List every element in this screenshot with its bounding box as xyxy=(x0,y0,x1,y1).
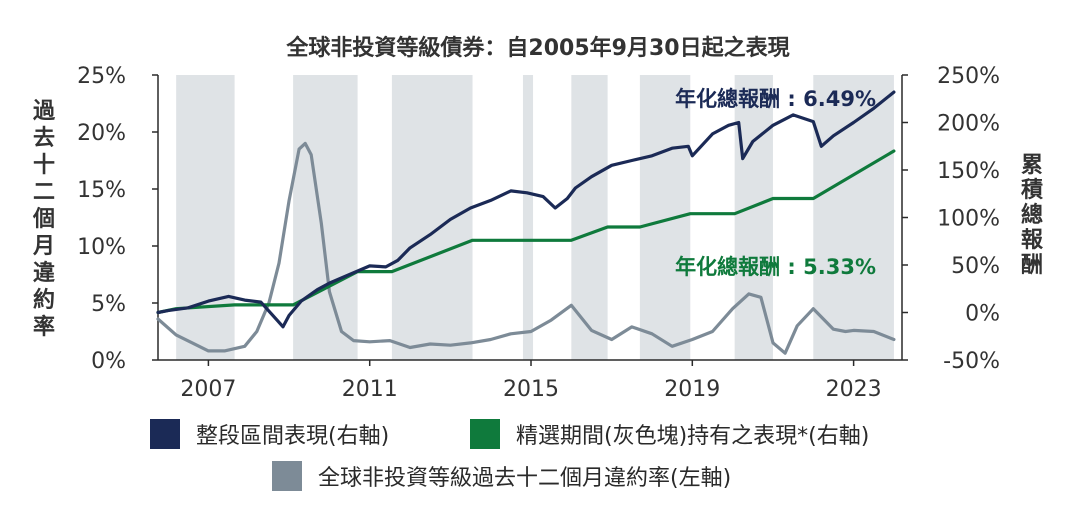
right-axis-title-char-0: 累 xyxy=(1021,153,1043,178)
shaded-period-2 xyxy=(391,75,473,360)
left-tick-label-3: 15% xyxy=(77,178,126,203)
legend-swatch-gray xyxy=(272,461,302,491)
left-axis-title-char-6: 違 xyxy=(33,260,55,286)
axes xyxy=(152,74,908,366)
left-axis-title-char-1: 去 xyxy=(33,126,55,151)
legend-label-selected-periods: 精選期間(灰色塊)持有之表現*(右軸) xyxy=(516,424,870,449)
legend-item-full-period: 整段區間表現(右軸) xyxy=(150,418,389,450)
legend-item-default-rate: 全球非投資等級過去十二個月違約率(左軸) xyxy=(272,460,731,492)
left-tick-label-0: 0% xyxy=(91,349,126,374)
right-axis-title-char-4: 酬 xyxy=(1021,253,1043,278)
left-tick-label-2: 10% xyxy=(77,235,126,260)
left-axis-title-char-8: 率 xyxy=(33,314,55,340)
right-tick-label-6: 250% xyxy=(937,64,1000,89)
left-axis-title-char-4: 個 xyxy=(32,207,55,232)
shaded-period-5 xyxy=(639,75,691,360)
right-axis-title-char-2: 總 xyxy=(1021,202,1043,228)
left-axis-title-char-2: 十 xyxy=(33,153,55,178)
chart: 0% 5% 10% 15% 20% 25% -50% 0% 50% 100% 150% 200% 250… xyxy=(32,35,1044,400)
x-tick-label-3: 2019 xyxy=(664,377,720,400)
right-axis-title-char-1: 積 xyxy=(1021,178,1044,203)
shaded-period-7 xyxy=(813,75,894,360)
left-tick-label-1: 5% xyxy=(91,292,126,317)
chart-title: 全球非投資等級債券：自2005年9月30日起之表現 xyxy=(285,35,789,61)
left-tick-label-5: 25% xyxy=(77,64,126,89)
series-line-1 xyxy=(156,149,896,315)
legend-label-default-rate: 全球非投資等級過去十二個月違約率(左軸) xyxy=(318,466,732,491)
series-line-2 xyxy=(156,141,896,355)
annotation-1: 年化總報酬 : 5.33% xyxy=(675,255,876,279)
legend-item-selected-periods: 精選期間(灰色塊)持有之表現*(右軸) xyxy=(470,418,869,450)
left-axis-title-char-5: 月 xyxy=(32,234,55,259)
right-axis-title-char-3: 報 xyxy=(1021,227,1044,253)
shaded-period-4 xyxy=(571,75,608,360)
annotation-0: 年化總報酬 : 6.49% xyxy=(675,87,876,111)
right-tick-label-0: -50% xyxy=(943,349,1000,374)
x-tick-label-0: 2007 xyxy=(180,377,236,400)
x-tick-label-2: 2015 xyxy=(503,377,559,400)
shaded-period-1 xyxy=(293,75,358,360)
right-tick-label-2: 50% xyxy=(951,254,1000,279)
left-axis-title-char-0: 過 xyxy=(33,98,56,124)
chart-labels: 0% 5% 10% 15% 20% 25% -50% 0% 50% 100% 150% 200% 250… xyxy=(32,35,1044,400)
legend-swatch-navy xyxy=(150,419,180,449)
legend-label-full-period: 整段區間表現(右軸) xyxy=(196,424,390,449)
left-axis-title: 過去十二個月違約率 xyxy=(32,98,56,340)
left-tick-label-4: 20% xyxy=(77,121,126,146)
series-lines xyxy=(156,90,896,355)
x-tick-label-4: 2023 xyxy=(826,377,882,400)
series-line-0 xyxy=(156,90,896,329)
x-tick-label-1: 2011 xyxy=(342,377,398,400)
right-tick-label-5: 200% xyxy=(937,112,1000,137)
left-axis-title-char-3: 二 xyxy=(33,180,55,205)
right-tick-label-3: 100% xyxy=(937,207,1000,232)
left-axis-title-char-7: 約 xyxy=(33,287,55,313)
legend-swatch-green xyxy=(470,419,500,449)
shaded-period-3 xyxy=(522,75,534,360)
shaded-period-0 xyxy=(176,75,235,360)
right-tick-label-4: 150% xyxy=(937,159,1000,184)
right-tick-label-1: 0% xyxy=(965,302,1000,327)
